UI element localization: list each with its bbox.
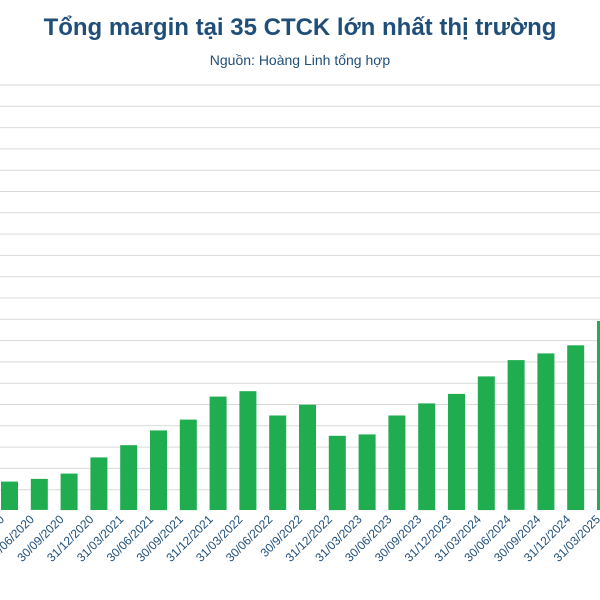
bar-31-12-2023 <box>418 403 436 511</box>
bar-31-03-2023 <box>328 435 346 511</box>
bar-30-9-2022 <box>269 415 287 510</box>
bar-31-03-2024 <box>448 393 465 510</box>
chart-title: Tổng margin tại 35 CTCK lớn nhất thị trư… <box>43 14 557 41</box>
bar-31-03-2021 <box>90 457 108 510</box>
bar-30-06-2025 <box>597 321 600 510</box>
bar-31-12-2021 <box>179 419 197 511</box>
bar-30-06-2020 <box>1 481 18 510</box>
bar-30-06-2024 <box>477 376 495 511</box>
bar-30-09-2021 <box>150 430 167 511</box>
bar-31-12-2024 <box>537 353 555 510</box>
bar-31-12-2022 <box>299 404 316 510</box>
bar-31-03-2022 <box>209 396 227 510</box>
bar-30-09-2020 <box>30 478 48 510</box>
bar-31-03-2025 <box>567 345 585 510</box>
bars <box>1 321 600 511</box>
x-axis-ticks: 2030/06/202030/09/202031/12/202031/03/20… <box>0 512 600 565</box>
bar-30-06-2022 <box>239 391 257 510</box>
bar-30-09-2024 <box>507 360 525 510</box>
bar-30-06-2023 <box>358 434 376 510</box>
bar-30-09-2023 <box>388 415 406 510</box>
bar-31-12-2020 <box>60 473 78 511</box>
chart-subtitle: Nguồn: Hoàng Linh tổng hợp <box>209 52 391 68</box>
bar-30-06-2021 <box>120 445 138 510</box>
x-tick-label: 20 <box>0 512 7 532</box>
